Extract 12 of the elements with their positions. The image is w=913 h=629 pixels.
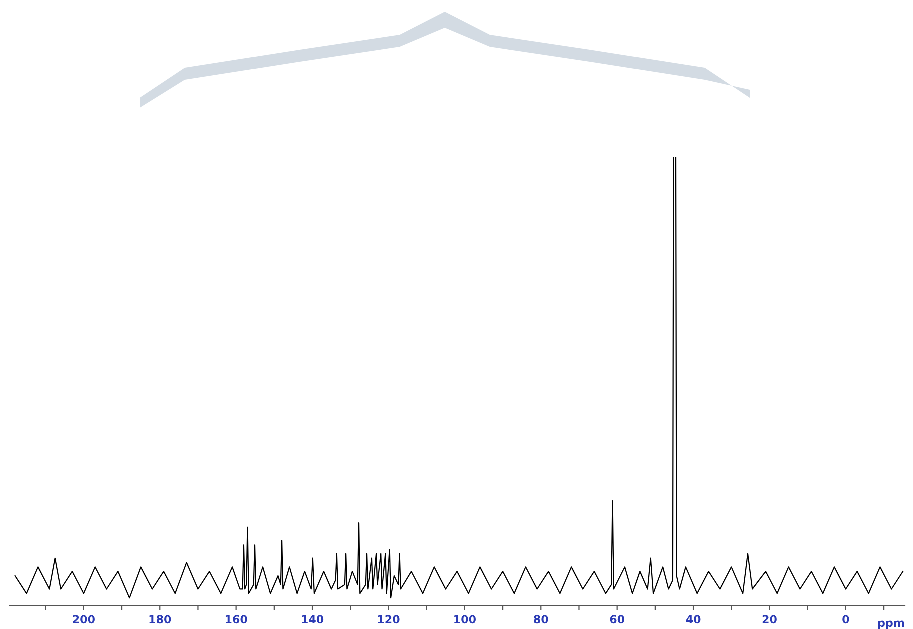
x-tick-label: 0	[842, 615, 850, 624]
x-tick-label: 80	[534, 615, 548, 624]
x-tick-label: 60	[610, 615, 625, 624]
x-tick-label: 160	[226, 615, 248, 624]
x-tick-label: 140	[302, 615, 324, 624]
x-tick-label: 200	[73, 615, 95, 624]
x-tick-label: 40	[686, 615, 701, 624]
x-axis-title: ppm	[878, 620, 904, 629]
x-tick-label: 20	[762, 615, 777, 624]
x-tick-label: 100	[454, 615, 476, 624]
x-tick-label: 120	[378, 615, 400, 624]
x-tick-label: 180	[150, 615, 172, 624]
